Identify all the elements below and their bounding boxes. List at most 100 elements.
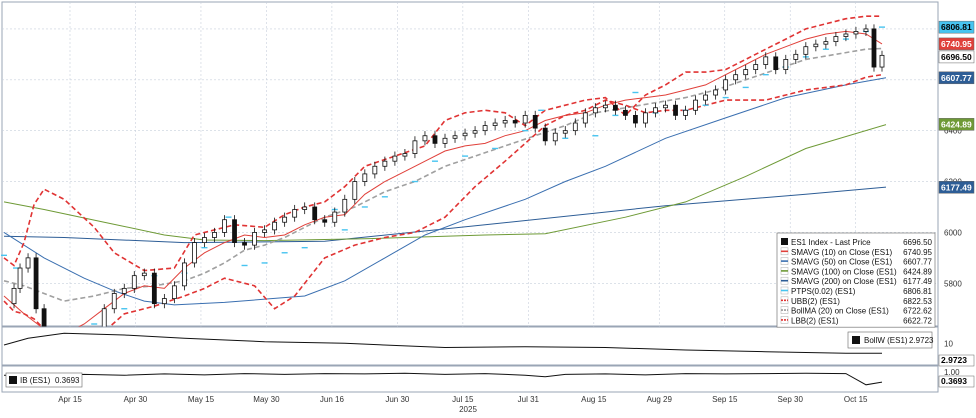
candle-body bbox=[442, 137, 448, 144]
legend-label: LBB(2) (ES1) bbox=[791, 316, 839, 325]
sma100-line bbox=[3, 124, 887, 242]
legend-value: 6722.62 bbox=[903, 307, 932, 316]
legend-label: SMAVG (10) on Close (ES1) bbox=[791, 248, 893, 257]
bollw-tag-box bbox=[938, 354, 975, 367]
candle-body bbox=[282, 216, 288, 223]
candle-body bbox=[793, 53, 799, 60]
price-tag-box bbox=[938, 20, 975, 34]
candle-body bbox=[562, 130, 568, 134]
legend-swatch bbox=[781, 238, 788, 245]
legend-value: 6740.95 bbox=[903, 248, 932, 257]
candle-body bbox=[262, 229, 267, 233]
date-axis: Apr 15 Apr 30 May 15 May 30 Jun 16 Jun 30 Jul … bbox=[58, 395, 868, 414]
candle-body bbox=[693, 99, 698, 111]
candle-body bbox=[763, 56, 769, 65]
legend-label: PTPS(0.02) (ES1) bbox=[791, 287, 856, 296]
candle-body bbox=[522, 114, 528, 124]
candle-body bbox=[773, 56, 779, 71]
candle-body bbox=[703, 94, 708, 101]
legend-label: SMAVG (50) on Close (ES1) bbox=[791, 258, 893, 267]
x-tick-label: Apr 15 bbox=[58, 395, 82, 404]
candle-body bbox=[232, 219, 237, 243]
bollma-line bbox=[3, 47, 883, 302]
candle-body bbox=[653, 107, 658, 114]
legend-label: UBB(2) (ES1) bbox=[791, 297, 840, 306]
candle-body bbox=[673, 104, 678, 116]
candle-body bbox=[402, 153, 408, 157]
candle-body bbox=[482, 125, 488, 132]
candle-body bbox=[212, 232, 217, 238]
ib-panel: 1.00 IB (ES1) 0.3693 0.3693 bbox=[3, 368, 975, 388]
candle-body bbox=[302, 206, 308, 210]
candle-body bbox=[813, 43, 819, 48]
x-tick-label: Sep 30 bbox=[778, 395, 804, 404]
x-tick-label: Jun 16 bbox=[320, 395, 345, 404]
candle-body bbox=[111, 293, 117, 310]
price-tag-text: 6696.50 bbox=[941, 52, 972, 62]
candle-body bbox=[272, 221, 278, 231]
candle-body bbox=[342, 198, 348, 213]
ib-legend-swatch bbox=[9, 376, 17, 384]
candle-body bbox=[25, 257, 31, 269]
x-tick-label: Jun 30 bbox=[385, 395, 410, 404]
candle-body bbox=[422, 135, 428, 142]
legend-label: SMAVG (200) on Close (ES1) bbox=[791, 277, 897, 286]
price-tags: 6806.81 6740.95 6696.50 6607.77 6424.89 6177.… bbox=[938, 20, 975, 194]
candle-body bbox=[663, 104, 668, 109]
y-tick-label: 6400 bbox=[944, 127, 962, 136]
legend-value: 6607.77 bbox=[903, 258, 932, 267]
sma200-line bbox=[3, 186, 887, 244]
bollw-panel-bg bbox=[1, 326, 939, 366]
candle-body bbox=[783, 59, 789, 70]
price-tag-box bbox=[938, 37, 975, 51]
legend-label: BollMA (20) on Close (ES1) bbox=[791, 307, 889, 316]
candle-body bbox=[202, 237, 207, 243]
candle-body bbox=[412, 140, 418, 154]
candle-body bbox=[753, 64, 759, 71]
ib-tick-label: 1.00 bbox=[944, 368, 960, 377]
candle-body bbox=[322, 219, 328, 223]
bollw-line bbox=[3, 332, 882, 354]
price-tag-box bbox=[938, 118, 975, 131]
price-tag-text: 6607.77 bbox=[941, 73, 972, 83]
candle-body bbox=[592, 107, 598, 114]
candle-body bbox=[222, 219, 227, 233]
legend-value: 6822.53 bbox=[903, 297, 932, 306]
ib-line bbox=[3, 372, 883, 386]
price-tag-text: 6806.81 bbox=[941, 22, 972, 32]
candle-body bbox=[161, 298, 167, 305]
legend-label: SMAVG (100) on Close (ES1) bbox=[791, 267, 897, 276]
candle-body bbox=[512, 120, 518, 124]
legend-label: ES1 Index - Last Price bbox=[791, 238, 871, 247]
candle-body bbox=[502, 120, 508, 124]
bollw-legend-label: BollW (ES1) bbox=[864, 336, 908, 345]
candle-body bbox=[879, 54, 885, 68]
candle-body bbox=[602, 104, 608, 109]
candle-body bbox=[312, 206, 318, 221]
candle-body bbox=[871, 28, 877, 68]
candle-body bbox=[542, 127, 548, 142]
x-tick-label: Sep 15 bbox=[712, 395, 738, 404]
bollw-tick-label: 10 bbox=[944, 339, 953, 348]
ib-panel-bg bbox=[1, 365, 939, 393]
candle-body bbox=[823, 41, 829, 45]
x-tick-label: May 30 bbox=[253, 395, 280, 404]
legend-value: 6424.89 bbox=[903, 267, 932, 276]
price-axis: 580060006200640066006800 bbox=[944, 25, 962, 288]
candle-body bbox=[582, 112, 588, 124]
legend-value: 6177.49 bbox=[903, 277, 932, 286]
price-tag-box bbox=[938, 50, 975, 64]
legend-value: 6696.50 bbox=[903, 238, 932, 247]
candle-body bbox=[382, 160, 388, 167]
candle-body bbox=[743, 69, 749, 76]
candle-body bbox=[532, 114, 538, 129]
candle-body bbox=[151, 272, 157, 305]
ib-legend-value: 0.3693 bbox=[55, 376, 80, 385]
candle-body bbox=[472, 130, 478, 134]
x-tick-label: Aug 15 bbox=[581, 395, 607, 404]
bollw-tag-text: 2.9723 bbox=[941, 355, 967, 365]
x-tick-label: Jul 15 bbox=[452, 395, 474, 404]
price-tag-text: 6424.89 bbox=[941, 119, 972, 129]
